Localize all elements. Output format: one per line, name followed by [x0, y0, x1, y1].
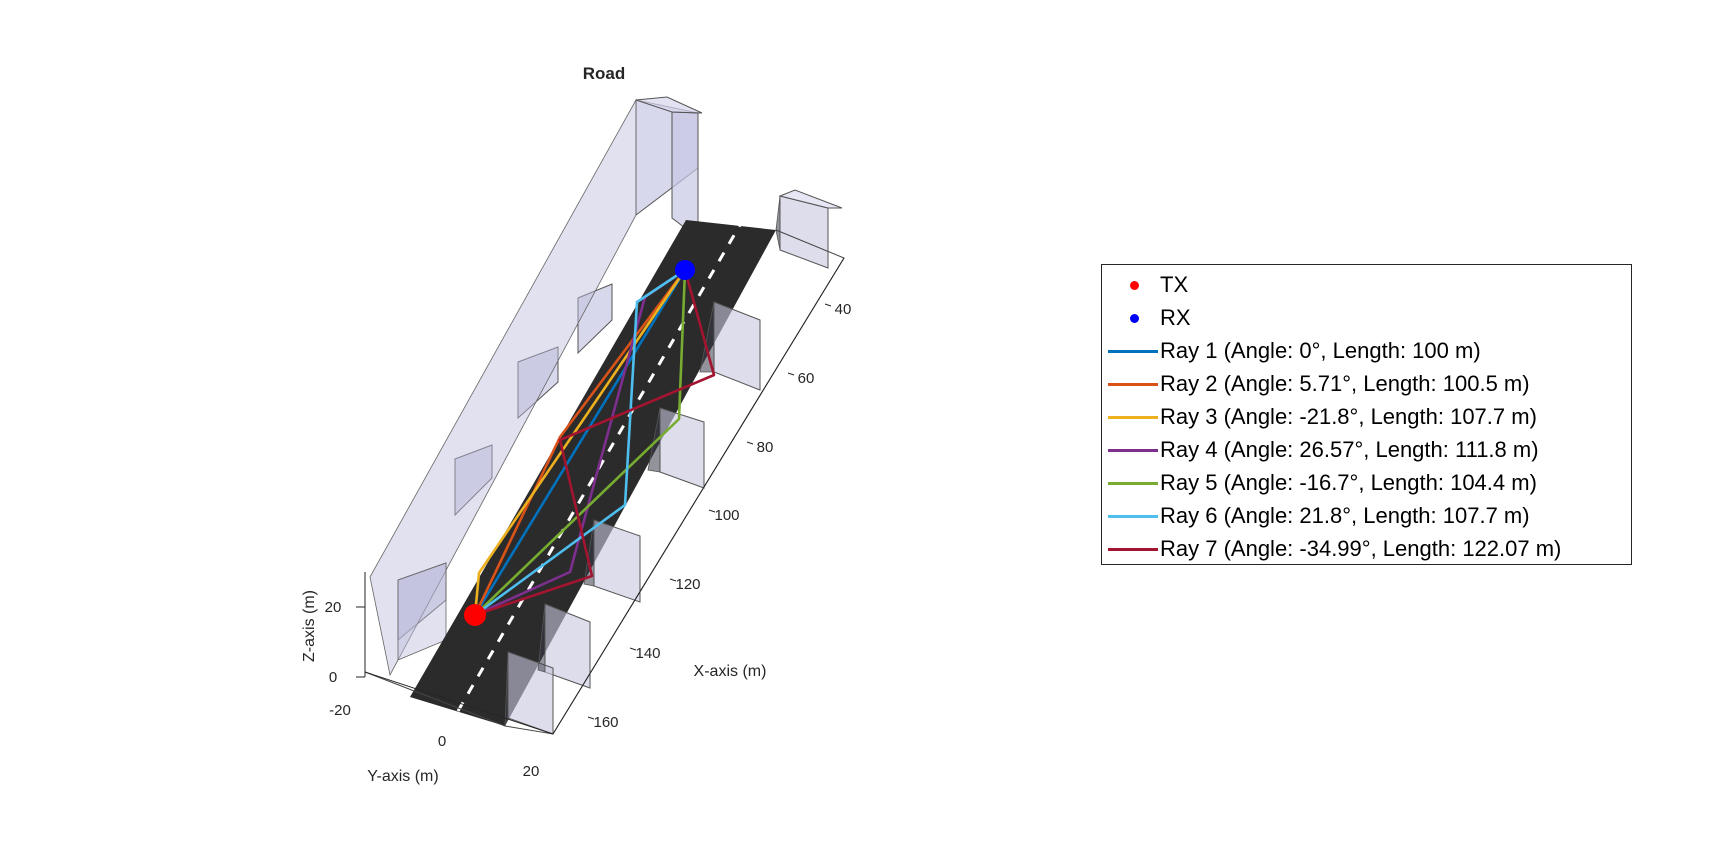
legend-label: Ray 7 (Angle: -34.99°, Length: 122.07 m) — [1160, 535, 1562, 561]
legend-item-ray-1: Ray 1 (Angle: 0°, Length: 100 m) — [1102, 334, 1631, 367]
ray-2-path — [473, 269, 687, 616]
buildings-far-side — [397, 96, 703, 642]
tx-marker — [464, 604, 486, 626]
legend-item-ray-6: Ray 6 (Angle: 21.8°, Length: 107.7 m) — [1102, 499, 1631, 532]
x-tick-label: 160 — [593, 714, 618, 731]
x-tick-label: 140 — [635, 645, 660, 662]
legend-label: Ray 1 (Angle: 0°, Length: 100 m) — [1160, 337, 1481, 363]
tx-legend-marker — [1130, 280, 1139, 290]
rx-marker — [675, 260, 695, 280]
ray-7-path — [474, 269, 716, 617]
x-axis — [552, 257, 845, 735]
buildings-near-side-faces — [504, 195, 781, 727]
y-axis — [364, 671, 554, 735]
chart-title: Road — [583, 64, 626, 83]
z-axis-label: Z-axis (m) — [301, 590, 318, 662]
ray-1-path — [473, 269, 687, 616]
x-axis-ticks: 40 60 80 100 120 140 160 — [587, 301, 852, 731]
x-tick-mark — [787, 372, 795, 376]
legend-line-swatch — [1108, 481, 1158, 485]
x-tick-mark — [587, 716, 595, 720]
buildings-left-walls — [369, 98, 637, 677]
rx-legend-marker — [1130, 313, 1139, 323]
x-tick-mark — [669, 578, 677, 582]
legend-line-swatch — [1108, 415, 1158, 419]
ray-3-path — [473, 269, 687, 616]
z-tick-label: 0 — [329, 669, 337, 686]
legend-label: Ray 4 (Angle: 26.57°, Length: 111.8 m) — [1160, 436, 1539, 462]
legend-label: RX — [1160, 304, 1191, 330]
x-tick-label: 100 — [714, 507, 739, 524]
x-tick-mark — [824, 303, 832, 307]
z-axis-ticks: 0 20 — [325, 599, 365, 686]
y-tick-label: 0 — [438, 733, 446, 750]
legend-label: TX — [1160, 271, 1189, 297]
legend-line-swatch — [1108, 448, 1158, 452]
legend-line-swatch — [1108, 382, 1158, 386]
ray-6-path — [474, 268, 686, 617]
legend: TX RX Ray 1 (Angle: 0°, Length: 100 m) Ra… — [1101, 264, 1632, 565]
road-surface — [410, 220, 776, 726]
legend-line-swatch — [1108, 547, 1158, 551]
x-tick-mark — [746, 441, 754, 445]
x-tick-label: 80 — [757, 439, 774, 456]
y-tick-label: 20 — [523, 763, 540, 780]
legend-item-rx: RX — [1102, 301, 1631, 334]
x-tick-label: 60 — [798, 370, 815, 387]
y-axis-ticks: -20 0 20 — [329, 702, 539, 780]
x-tick-mark — [708, 509, 716, 513]
legend-item-ray-3: Ray 3 (Angle: -21.8°, Length: 107.7 m) — [1102, 400, 1631, 433]
legend-label: Ray 2 (Angle: 5.71°, Length: 100.5 m) — [1160, 370, 1530, 396]
legend-item-tx: TX — [1102, 268, 1631, 301]
y-tick-label: -20 — [329, 702, 351, 719]
legend-item-ray-5: Ray 5 (Angle: -16.7°, Length: 104.4 m) — [1102, 466, 1631, 499]
z-tick-label: 20 — [325, 599, 342, 616]
x-tick-mark — [629, 647, 637, 651]
x-tick-label: 120 — [675, 576, 700, 593]
ray-5-path — [474, 269, 687, 616]
legend-label: Ray 3 (Angle: -21.8°, Length: 107.7 m) — [1160, 403, 1537, 429]
legend-label: Ray 5 (Angle: -16.7°, Length: 104.4 m) — [1160, 469, 1537, 495]
legend-item-ray-7: Ray 7 (Angle: -34.99°, Length: 122.07 m) — [1102, 532, 1631, 565]
y-axis-label: Y-axis (m) — [367, 768, 438, 785]
x-axis-label: X-axis (m) — [694, 663, 767, 680]
legend-item-ray-4: Ray 4 (Angle: 26.57°, Length: 111.8 m) — [1102, 433, 1631, 466]
rays — [473, 268, 716, 617]
legend-label: Ray 6 (Angle: 21.8°, Length: 107.7 m) — [1160, 502, 1530, 528]
legend-line-swatch — [1108, 349, 1158, 353]
legend-item-ray-2: Ray 2 (Angle: 5.71°, Length: 100.5 m) — [1102, 367, 1631, 400]
legend-line-swatch — [1108, 514, 1158, 518]
x-tick-label: 40 — [835, 301, 852, 318]
